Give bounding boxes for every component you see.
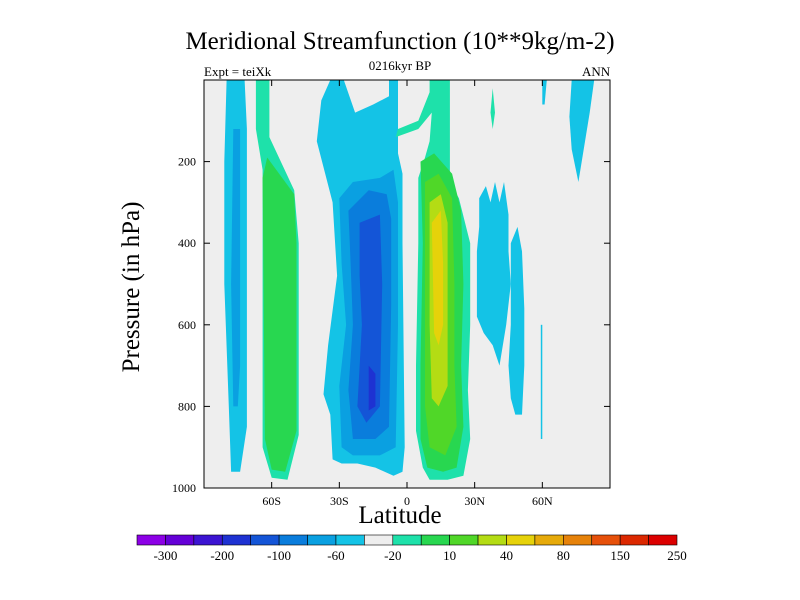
x-axis-label: Latitude (358, 502, 442, 529)
colorbar-swatch-15 (563, 534, 593, 546)
colorbar-label-7: 80 (557, 548, 570, 563)
contour-region-15 (508, 226, 525, 415)
contour-region-14 (476, 182, 511, 366)
x-tick-label-0: 60S (262, 494, 281, 508)
colorbar-label-9: 250 (667, 548, 687, 563)
colorbar-label-2: -100 (267, 548, 291, 563)
colorbar-swatch-12 (477, 534, 507, 546)
colorbar-label-6: 40 (500, 548, 513, 563)
colorbar-swatch-4 (250, 534, 280, 546)
x-tick-label-4: 60N (532, 494, 553, 508)
colorbar-swatch-6 (307, 534, 337, 546)
season-label: ANN (582, 64, 611, 79)
contour-region-13 (431, 210, 444, 346)
colorbar-label-4: -20 (384, 548, 401, 563)
contour-region-16 (540, 324, 543, 439)
colorbar-swatch-11 (449, 534, 479, 546)
colorbar-label-5: 10 (443, 548, 456, 563)
y-tick-label-0: 200 (178, 155, 196, 169)
x-tick-label-3: 30N (464, 494, 485, 508)
x-tick-label-1: 30S (330, 494, 349, 508)
contour-region-19 (490, 88, 495, 129)
colorbar-swatch-0 (136, 534, 166, 546)
colorbar-label-0: -300 (153, 548, 177, 563)
colorbar-swatch-16 (591, 534, 621, 546)
colorbar-label-1: -200 (210, 548, 234, 563)
y-tick-label-1: 400 (178, 236, 196, 250)
colorbar: -300 -200 -100 -60 -20 10 40 80 150 250 (136, 534, 687, 563)
colorbar-swatch-18 (648, 534, 678, 546)
colorbar-swatch-1 (165, 534, 195, 546)
colorbar-swatch-3 (221, 534, 251, 546)
axis-ticks: 60S 30S 0 30N 60N 200 400 600 800 1000 (172, 80, 610, 508)
colorbar-swatch-2 (193, 534, 223, 546)
colorbar-swatch-9 (392, 534, 422, 546)
colorbar-swatch-17 (619, 534, 649, 546)
chart-subtitle: 0216kyr BP (368, 58, 432, 73)
contour-region-3 (262, 157, 297, 472)
colorbar-label-8: 150 (610, 548, 630, 563)
contour-region-8 (368, 365, 376, 411)
colorbar-swatch-10 (420, 534, 450, 546)
experiment-label: Expt = teiXk (204, 64, 272, 79)
colorbar-label-3: -60 (327, 548, 344, 563)
x-tick-label-2: 0 (404, 494, 410, 508)
colorbar-swatch-5 (278, 534, 308, 546)
contour-region-1 (231, 129, 241, 407)
y-tick-label-3: 800 (178, 399, 196, 413)
colorbar-swatch-14 (534, 534, 564, 546)
y-tick-label-4: 1000 (172, 481, 196, 495)
y-tick-label-2: 600 (178, 318, 196, 332)
colorbar-swatch-8 (364, 534, 394, 546)
contour-region-7 (357, 214, 383, 423)
contour-region-17 (569, 80, 595, 182)
contour-region-18 (542, 80, 547, 105)
contour-regions (224, 80, 595, 480)
colorbar-swatch-7 (335, 534, 365, 546)
chart-title: Meridional Streamfunction (10**9kg/m-2) (185, 28, 615, 55)
y-axis-label: Pressure (in hPa) (118, 201, 145, 373)
colorbar-swatch-13 (506, 534, 536, 546)
